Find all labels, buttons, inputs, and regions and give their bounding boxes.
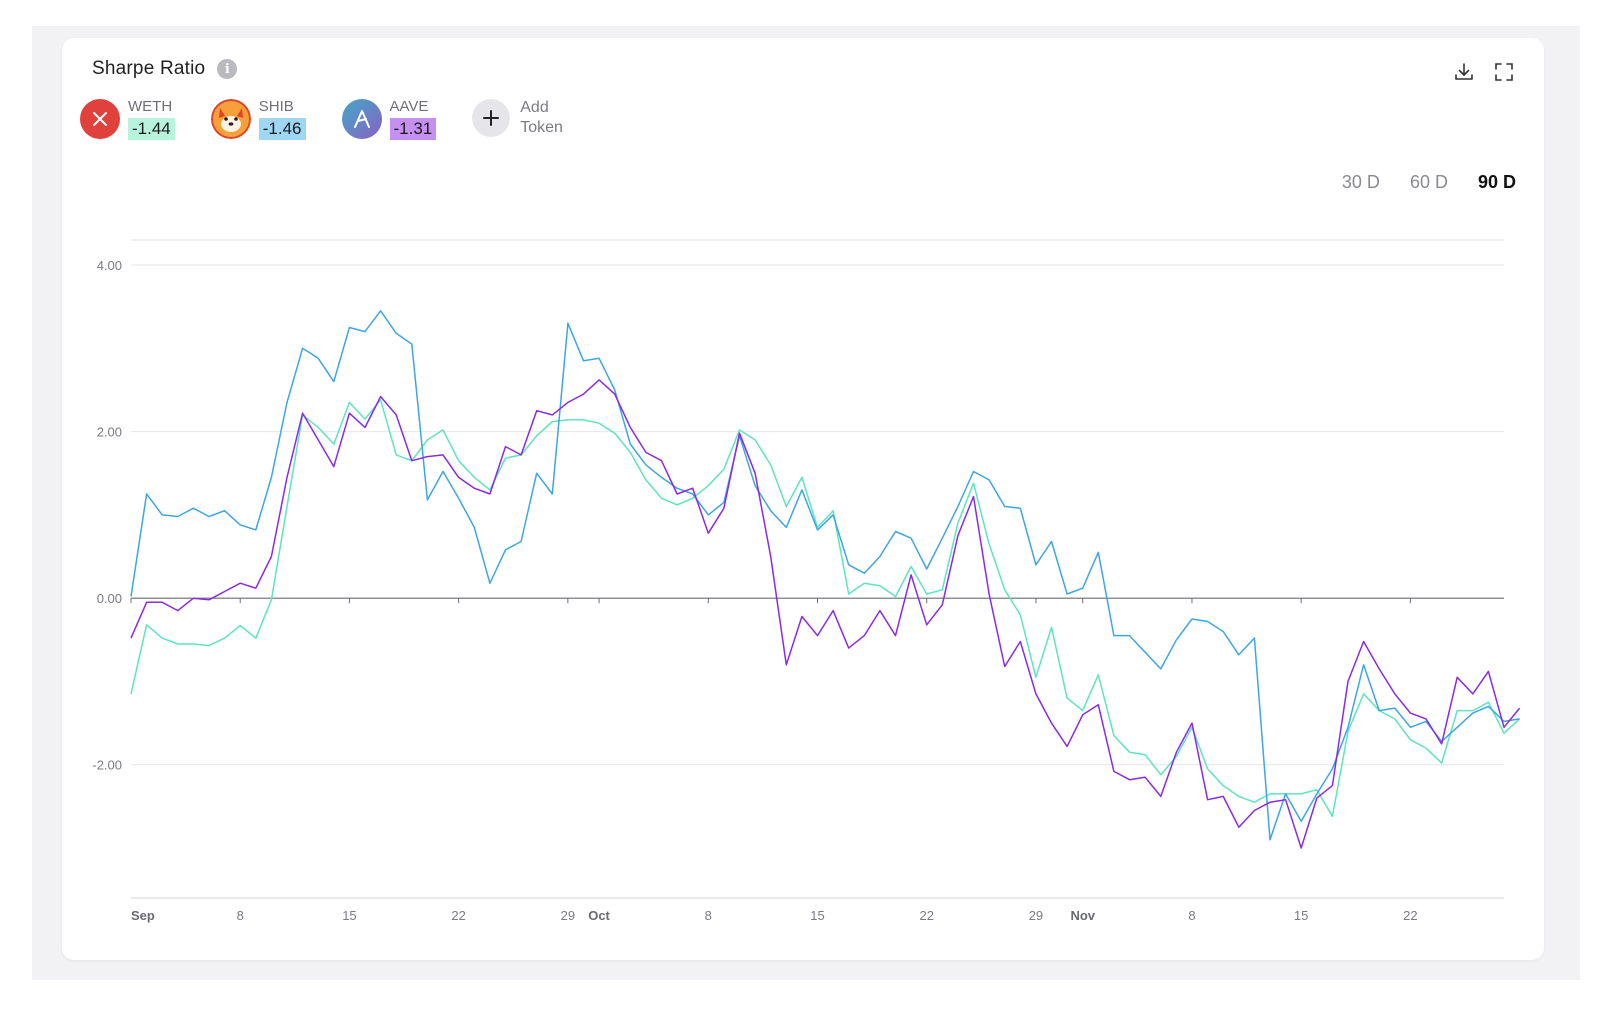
range-90d[interactable]: 90 D	[1477, 172, 1516, 192]
token-weth[interactable]: WETH -1.44	[80, 98, 175, 140]
y-tick-label: 0.00	[97, 591, 122, 606]
aave-logo-icon	[341, 99, 382, 139]
card-toolbar	[1452, 60, 1516, 84]
x-tick-label: 22	[451, 908, 465, 923]
range-30d[interactable]: 30 D	[1341, 172, 1380, 192]
token-shib[interactable]: SHIB -1.46	[210, 98, 306, 140]
x-tick-label: Sep	[131, 908, 155, 923]
x-tick-label: 8	[705, 908, 712, 923]
x-tick-label: Nov	[1070, 908, 1095, 923]
token-name: SHIB	[258, 98, 294, 115]
fullscreen-icon[interactable]	[1492, 60, 1516, 84]
range-selector: 30 D 60 D 90 D	[1342, 172, 1516, 193]
y-tick-label: -2.00	[92, 758, 122, 773]
info-icon[interactable]: i	[217, 59, 238, 79]
x-tick-label: 15	[342, 908, 356, 923]
token-list: WETH -1.44 SHIB -1.46	[80, 98, 580, 140]
token-aave[interactable]: AAVE -1.31	[341, 98, 437, 140]
y-tick-label: 4.00	[97, 258, 122, 273]
add-token-button[interactable]: Add Token	[472, 98, 580, 138]
x-tick-label: 15	[1294, 908, 1308, 923]
card-title: Sharpe Ratio	[92, 58, 206, 79]
x-tick-label: 29	[1029, 908, 1043, 923]
card-header: Sharpe Ratio i	[92, 58, 238, 80]
shib-logo-icon	[210, 99, 251, 139]
x-tick-label: Oct	[588, 908, 610, 923]
sharpe-ratio-card: Sharpe Ratio i WETH -1.44	[62, 38, 1544, 960]
x-tick-label: 8	[1188, 908, 1195, 923]
token-sharpe-value: -1.44	[128, 118, 175, 140]
x-tick-label: 8	[237, 908, 244, 923]
token-sharpe-value: -1.46	[258, 118, 306, 140]
add-token-label-line1: Add	[520, 99, 549, 116]
plus-icon[interactable]	[472, 99, 511, 137]
y-tick-label: 2.00	[97, 425, 122, 440]
x-tick-label: 15	[810, 908, 824, 923]
download-icon[interactable]	[1452, 60, 1476, 84]
series-line-shib	[130, 310, 1520, 841]
token-sharpe-value: -1.31	[389, 118, 437, 140]
token-name: WETH	[128, 98, 173, 115]
token-name: AAVE	[389, 98, 429, 115]
x-tick-label: 22	[1403, 908, 1417, 923]
series-line-aave	[130, 379, 1521, 849]
add-token-label-line2: Token	[520, 119, 563, 136]
x-tick-label: 29	[561, 908, 575, 923]
series-line-weth	[130, 399, 1521, 818]
range-60d[interactable]: 60 D	[1409, 172, 1448, 192]
x-tick-label: 22	[919, 908, 933, 923]
close-icon[interactable]	[80, 99, 120, 139]
